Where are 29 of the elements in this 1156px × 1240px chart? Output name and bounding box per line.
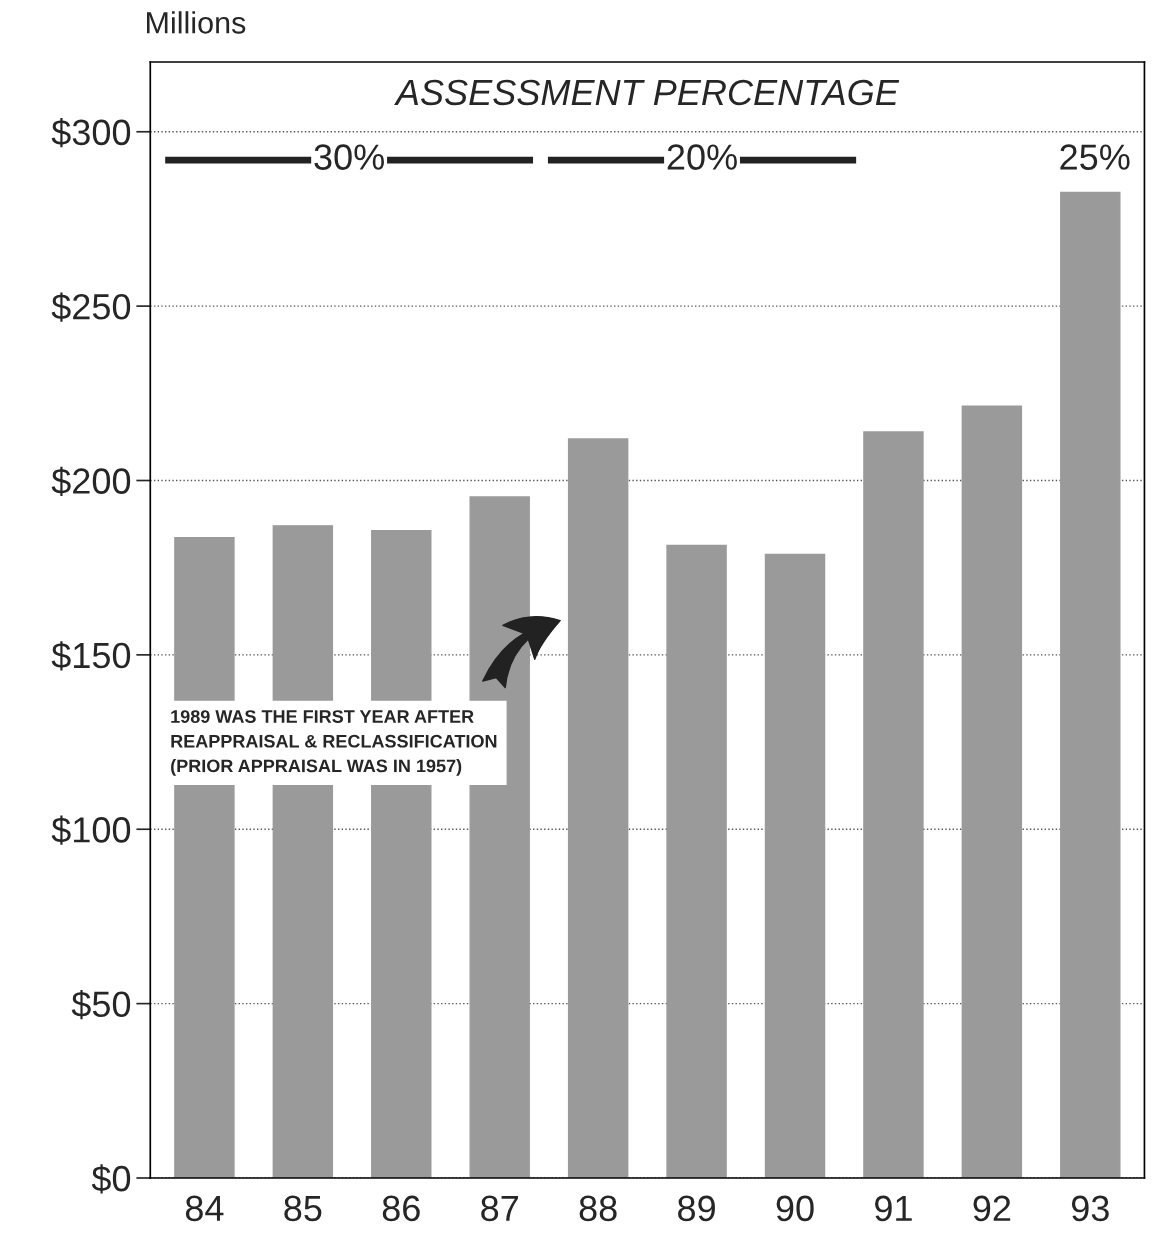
chart-title: ASSESSMENT PERCENTAGE xyxy=(394,79,900,106)
annotation: 1989 WAS THE FIRST YEAR AFTER REAPPRAISAL & RECLASSIFICATION (PRIOR APPRAISAL WAS IN 1957) xyxy=(171,710,497,776)
x-tick-label: 87 xyxy=(481,1195,518,1222)
annotation: 25% xyxy=(1060,144,1130,170)
bar xyxy=(863,431,924,1178)
bar xyxy=(1060,191,1121,1178)
x-tick-label: 84 xyxy=(185,1195,224,1222)
x-tick-label: 92 xyxy=(973,1195,1011,1222)
y-tick-label: $50 xyxy=(71,989,131,1020)
y-tick-label: $200 xyxy=(51,466,131,497)
x-tick-label: 86 xyxy=(382,1195,420,1222)
x-tick-label: 85 xyxy=(284,1195,322,1222)
y-tick-label: $250 xyxy=(51,292,131,322)
x-tick-label: 89 xyxy=(678,1195,715,1222)
bar xyxy=(567,438,629,1178)
y-tick-label: $150 xyxy=(51,641,131,671)
annotation: 20% xyxy=(667,144,737,170)
x-tick-label: 91 xyxy=(875,1195,912,1222)
x-tick-label: 93 xyxy=(1071,1195,1109,1222)
bar xyxy=(961,405,1023,1178)
y-axis-title: Millions xyxy=(147,11,246,34)
x-tick-label: 88 xyxy=(579,1195,617,1222)
y-tick-label: $0 xyxy=(91,1164,131,1194)
y-tick-label: $300 xyxy=(51,118,131,148)
y-tick-label: $100 xyxy=(51,815,131,845)
annotation: 30% xyxy=(314,144,384,170)
bar xyxy=(666,544,727,1178)
x-tick-label: 90 xyxy=(776,1195,814,1222)
bar xyxy=(764,553,826,1178)
